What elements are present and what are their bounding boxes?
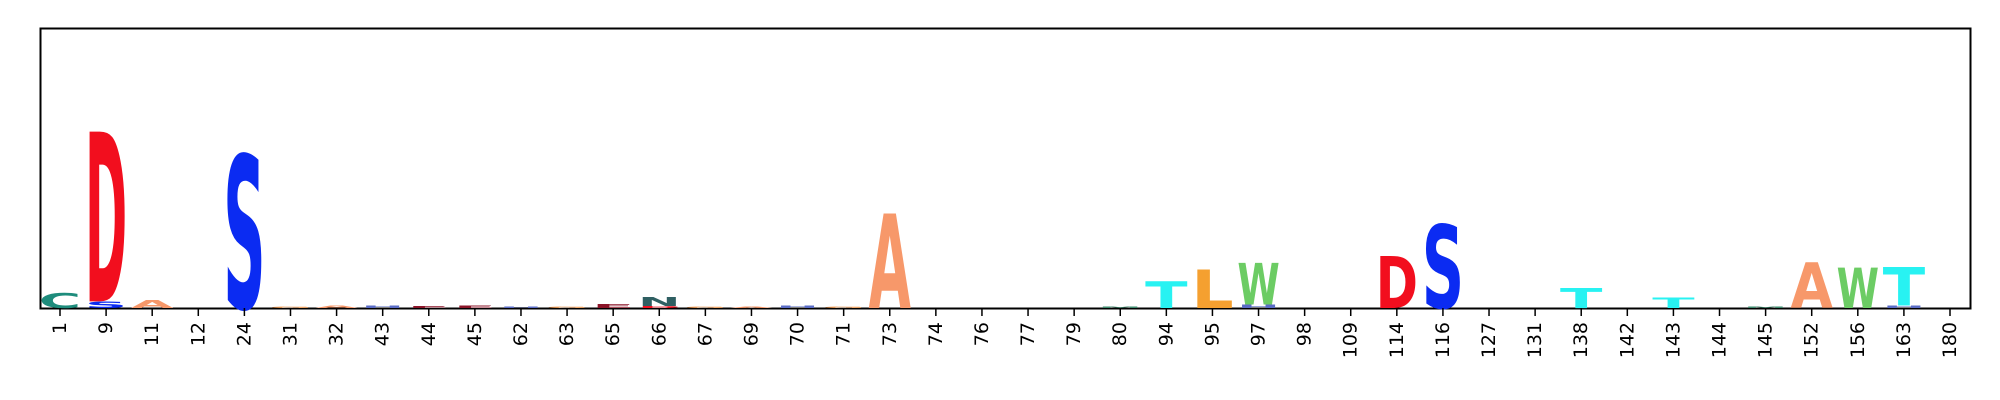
x-tick-label: 145 [1755, 322, 1777, 358]
logo-letter-t: T [1883, 256, 1926, 318]
x-tick-label: 44 [418, 322, 440, 346]
x-tick-label: 131 [1524, 322, 1546, 358]
logo-letter-t: T [1652, 294, 1695, 311]
x-tick-label: 95 [1201, 322, 1223, 346]
x-tick-label: 11 [141, 322, 163, 346]
x-tick-label: 156 [1847, 322, 1869, 358]
x-tick-label: 66 [648, 322, 670, 346]
x-tick-label: 76 [971, 322, 993, 346]
logo-letter-c: C [39, 290, 81, 313]
x-tick-label: 24 [233, 322, 255, 346]
logo-letter-e: E [454, 305, 496, 309]
x-tick-label: 180 [1939, 322, 1961, 358]
logo-letter-m: M [1099, 306, 1141, 308]
x-tick-label: 142 [1616, 322, 1638, 358]
logo-letter-w: W [1237, 253, 1279, 319]
x-tick-label: 94 [1155, 322, 1177, 346]
logo-letter-e: E [408, 306, 450, 309]
x-tick-label: 9 [95, 322, 117, 334]
x-tick-label: 63 [556, 322, 578, 346]
x-tick-label: 71 [833, 322, 855, 346]
x-tick-label: 73 [879, 322, 901, 346]
logo-letter-g: G [546, 306, 588, 308]
logo-letter-h: H [776, 305, 818, 309]
x-tick-label: 31 [279, 322, 301, 346]
x-tick-label: 97 [1248, 322, 1270, 346]
x-tick-label: 98 [1294, 322, 1316, 346]
x-tick-label: 65 [602, 322, 624, 346]
logo-letter-a: A [315, 305, 357, 309]
x-tick-label: 67 [694, 322, 716, 346]
x-tick-label: 127 [1478, 322, 1500, 358]
x-tick-label: 109 [1340, 322, 1362, 358]
x-tick-label: 62 [510, 322, 532, 346]
logo-letter-e: E [592, 303, 634, 309]
plot-frame [39, 27, 1972, 310]
x-tick-label: 77 [1017, 322, 1039, 346]
x-tick-label: 114 [1386, 322, 1408, 358]
x-tick-label: 43 [372, 322, 394, 346]
logo-letter-m: M [1744, 306, 1786, 308]
x-tick-label: 152 [1801, 322, 1823, 358]
x-tick-label: 12 [187, 322, 209, 346]
x-axis: 1 9 11 12 24 31 32 43 44 45 62 63 65 66 67 69 70 71 73 74 76… [49, 308, 1961, 358]
x-tick-label: 1 [49, 322, 71, 334]
x-tick-label: 32 [326, 322, 348, 346]
x-tick-label: 79 [1063, 322, 1085, 346]
x-tick-label: 163 [1893, 322, 1915, 358]
logo-letter-n: N [638, 294, 680, 309]
letter-stacks: C SD A S G A H E E H G E DN G A H G A M T L HW D S T T M A W HT [39, 86, 1926, 359]
x-tick-label: 138 [1570, 322, 1592, 358]
logo-letter-s: S [223, 115, 265, 359]
logo-letter-h: H [361, 305, 403, 309]
x-tick-label: 69 [740, 322, 762, 346]
logo-letter-h: H [500, 306, 542, 308]
logo-letter-h: H [1883, 305, 1925, 309]
logo-letter-h: H [1237, 304, 1279, 309]
logo-letter-s: S [85, 300, 127, 311]
logo-letter-g: G [822, 306, 864, 308]
logo-letter-a: A [730, 306, 772, 308]
x-tick-label: 70 [787, 322, 809, 346]
x-tick-label: 74 [925, 322, 947, 346]
x-tick-label: 45 [464, 322, 486, 346]
x-tick-label: 80 [1109, 322, 1131, 346]
logo-letter-g: G [269, 306, 311, 308]
logo-letter-a: A [869, 189, 911, 339]
x-tick-label: 144 [1709, 322, 1731, 358]
logo-letter-g: G [684, 306, 726, 308]
logo-letter-d: D [638, 305, 680, 308]
x-tick-label: 143 [1662, 322, 1684, 358]
logo-letter-a: A [131, 298, 174, 311]
x-tick-label: 116 [1432, 322, 1454, 358]
